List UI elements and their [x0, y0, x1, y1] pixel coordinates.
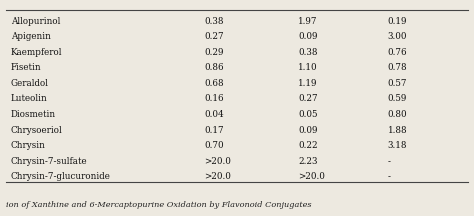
- Text: 0.05: 0.05: [298, 110, 318, 119]
- Text: 0.76: 0.76: [388, 48, 408, 57]
- Text: 0.27: 0.27: [298, 94, 318, 103]
- Text: >20.0: >20.0: [298, 172, 325, 181]
- Text: Apigenin: Apigenin: [11, 32, 51, 41]
- Text: 0.70: 0.70: [204, 141, 224, 150]
- Text: Luteolin: Luteolin: [11, 94, 47, 103]
- Text: Geraldol: Geraldol: [11, 79, 49, 88]
- Text: 0.38: 0.38: [298, 48, 318, 57]
- Text: 3.00: 3.00: [388, 32, 407, 41]
- Text: 0.19: 0.19: [388, 17, 407, 26]
- Text: Chrysin-7-sulfate: Chrysin-7-sulfate: [11, 157, 87, 166]
- Text: 0.16: 0.16: [204, 94, 224, 103]
- Text: 0.59: 0.59: [388, 94, 407, 103]
- Text: 0.38: 0.38: [204, 17, 224, 26]
- Text: 0.68: 0.68: [204, 79, 224, 88]
- Text: 0.29: 0.29: [204, 48, 224, 57]
- Text: 1.10: 1.10: [298, 63, 318, 72]
- Text: >20.0: >20.0: [204, 157, 231, 166]
- Text: 1.97: 1.97: [298, 17, 318, 26]
- Text: 0.09: 0.09: [298, 125, 318, 135]
- Text: Chrysin-7-glucuronide: Chrysin-7-glucuronide: [11, 172, 111, 181]
- Text: Kaempferol: Kaempferol: [11, 48, 62, 57]
- Text: Chrysin: Chrysin: [11, 141, 46, 150]
- Text: Diosmetin: Diosmetin: [11, 110, 56, 119]
- Text: Allopurinol: Allopurinol: [11, 17, 60, 26]
- Text: 1.19: 1.19: [298, 79, 318, 88]
- Text: Fisetin: Fisetin: [11, 63, 41, 72]
- Text: 0.27: 0.27: [204, 32, 224, 41]
- Text: 1.88: 1.88: [388, 125, 408, 135]
- Text: Chrysoeriol: Chrysoeriol: [11, 125, 63, 135]
- Text: 0.78: 0.78: [388, 63, 408, 72]
- Text: -: -: [388, 157, 391, 166]
- Text: 0.04: 0.04: [204, 110, 224, 119]
- Text: 0.80: 0.80: [388, 110, 408, 119]
- Text: 0.57: 0.57: [388, 79, 407, 88]
- Text: 0.22: 0.22: [298, 141, 318, 150]
- Text: 0.86: 0.86: [204, 63, 224, 72]
- Text: 0.17: 0.17: [204, 125, 224, 135]
- Text: 0.09: 0.09: [298, 32, 318, 41]
- Text: 3.18: 3.18: [388, 141, 407, 150]
- Text: -: -: [388, 172, 391, 181]
- Text: >20.0: >20.0: [204, 172, 231, 181]
- Text: ion of Xanthine and 6-Mercaptopurine Oxidation by Flavonoid Conjugates: ion of Xanthine and 6-Mercaptopurine Oxi…: [6, 201, 311, 209]
- Text: 2.23: 2.23: [298, 157, 318, 166]
